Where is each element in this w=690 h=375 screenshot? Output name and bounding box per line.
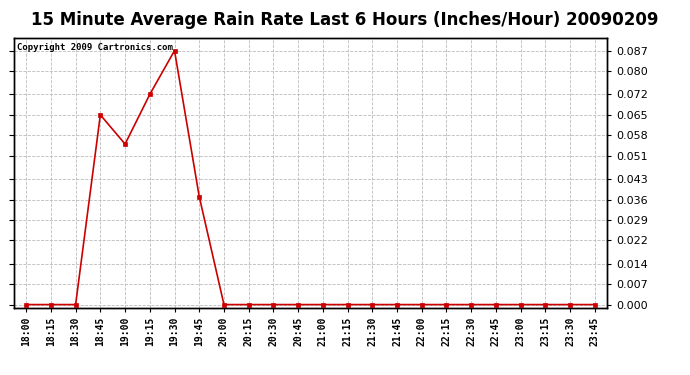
Text: Copyright 2009 Cartronics.com: Copyright 2009 Cartronics.com (17, 43, 172, 52)
Text: 15 Minute Average Rain Rate Last 6 Hours (Inches/Hour) 20090209: 15 Minute Average Rain Rate Last 6 Hours… (31, 11, 659, 29)
